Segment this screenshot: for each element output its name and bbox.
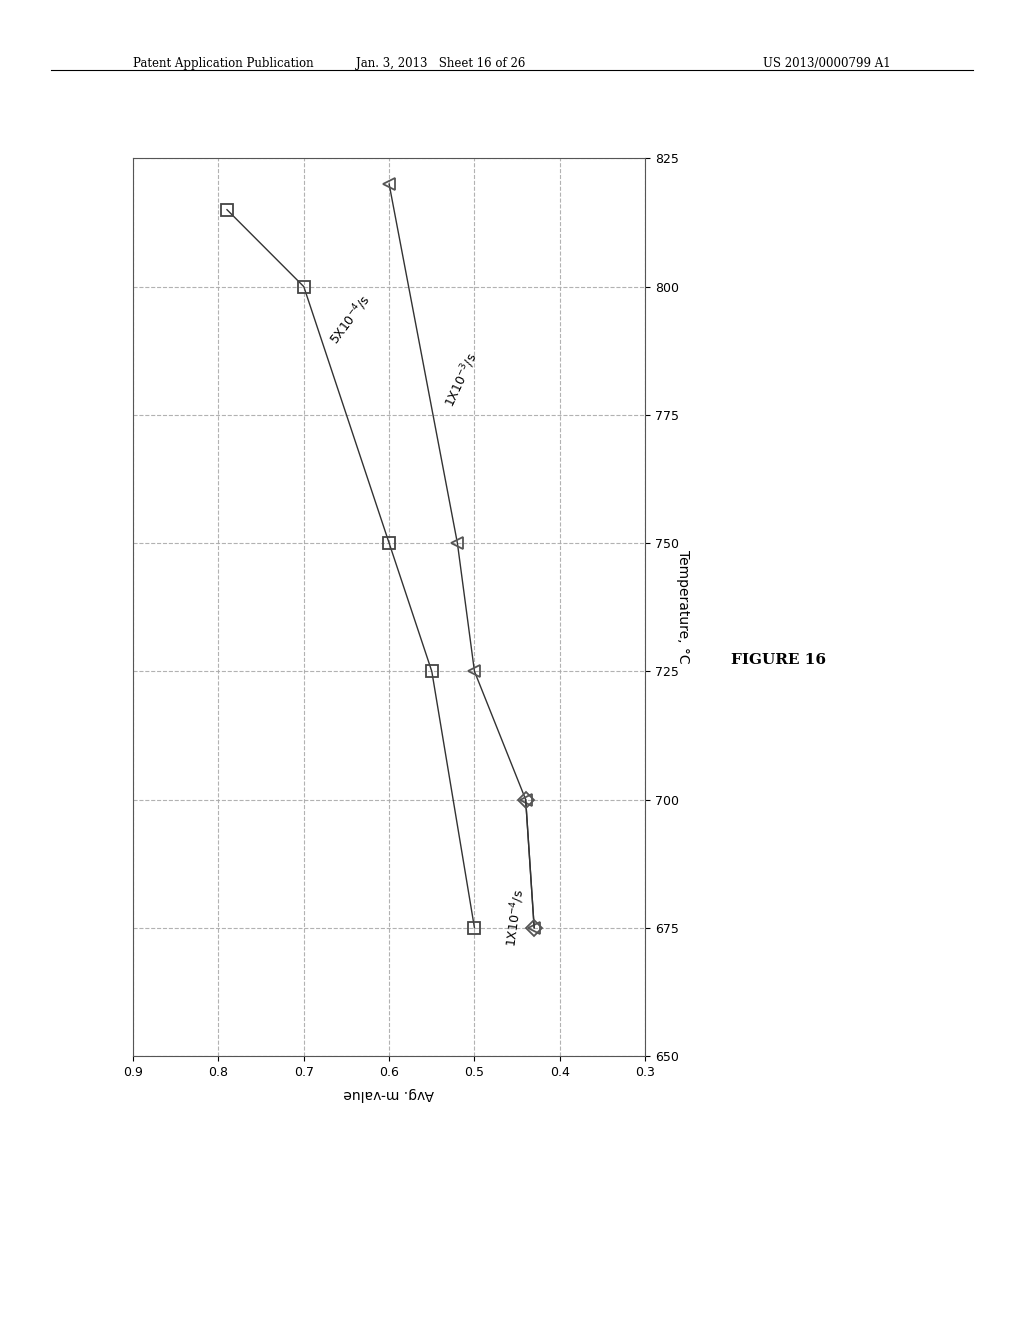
X-axis label: Avg. m-value: Avg. m-value	[344, 1088, 434, 1101]
Text: 1X10$^{-3}$/s: 1X10$^{-3}$/s	[441, 350, 482, 409]
Text: Patent Application Publication: Patent Application Publication	[133, 57, 313, 70]
Y-axis label: Temperature, °C: Temperature, °C	[676, 550, 690, 664]
Text: FIGURE 16: FIGURE 16	[731, 653, 825, 667]
Text: 1X10$^{-4}$/s: 1X10$^{-4}$/s	[503, 888, 528, 948]
Text: US 2013/0000799 A1: US 2013/0000799 A1	[763, 57, 891, 70]
Text: Jan. 3, 2013   Sheet 16 of 26: Jan. 3, 2013 Sheet 16 of 26	[355, 57, 525, 70]
Text: 5X10$^{-4}$/s: 5X10$^{-4}$/s	[327, 292, 375, 348]
